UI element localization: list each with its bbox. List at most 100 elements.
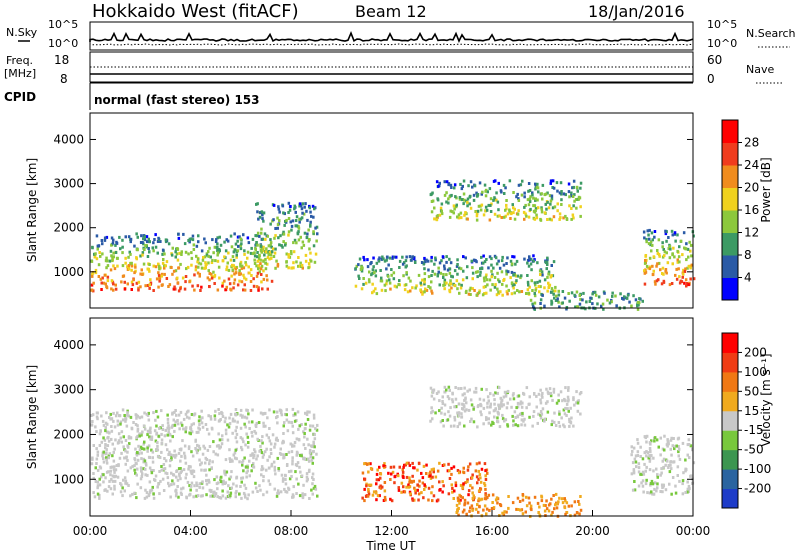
range-cell: [312, 440, 315, 444]
range-cell: [494, 283, 497, 287]
range-cell: [194, 438, 197, 442]
range-cell: [173, 285, 176, 289]
range-cell: [306, 218, 309, 222]
range-cell: [514, 280, 518, 284]
range-cell: [124, 456, 128, 460]
range-cell: [259, 248, 263, 252]
range-cell: [176, 276, 179, 280]
range-cell: [177, 236, 181, 240]
range-cell: [528, 285, 531, 289]
range-cell: [279, 234, 282, 238]
range-cell: [307, 228, 310, 232]
range-cell: [684, 247, 688, 251]
range-cell: [434, 256, 437, 260]
range-cell: [544, 202, 547, 206]
range-cell: [208, 285, 211, 289]
range-cell: [538, 290, 541, 294]
range-cell: [253, 258, 256, 262]
range-cell: [281, 245, 284, 249]
range-cell: [308, 206, 311, 210]
range-cell: [661, 459, 664, 463]
range-cell: [275, 436, 278, 440]
range-cell: [507, 495, 510, 498]
range-cell: [579, 205, 582, 209]
range-cell: [157, 236, 160, 240]
range-cell: [301, 266, 304, 270]
range-cell: [576, 189, 579, 193]
range-cell: [249, 268, 253, 272]
range-cell: [298, 424, 302, 428]
range-cell: [500, 404, 504, 408]
range-cell: [372, 490, 376, 494]
range-cell: [223, 240, 226, 244]
range-cell: [188, 484, 191, 488]
range-cell: [197, 265, 200, 269]
range-cell: [170, 471, 173, 475]
range-cell: [463, 198, 466, 202]
range-cell: [405, 485, 408, 489]
range-cell: [601, 302, 605, 306]
range-cell: [554, 289, 557, 293]
range-cell: [456, 263, 459, 266]
range-cell: [469, 206, 473, 210]
range-cell: [392, 465, 396, 469]
range-cell: [223, 471, 226, 475]
range-cell: [440, 411, 443, 415]
range-cell: [488, 218, 492, 222]
range-cell: [214, 259, 217, 263]
range-cell: [579, 508, 583, 512]
range-cell: [223, 469, 226, 473]
range-cell: [634, 454, 638, 458]
range-cell: [176, 281, 180, 285]
range-cell: [558, 217, 561, 221]
range-cell: [636, 307, 640, 311]
ytick-label: 4000: [53, 338, 84, 352]
range-cell: [126, 411, 129, 415]
range-cell: [455, 279, 459, 283]
range-cell: [657, 278, 660, 282]
range-cell: [180, 447, 183, 451]
range-cell: [527, 189, 530, 193]
range-cell: [558, 410, 561, 414]
range-cell: [168, 283, 172, 287]
range-cell: [496, 200, 500, 204]
range-cell: [144, 467, 147, 471]
range-cell: [259, 262, 262, 266]
range-cell: [678, 457, 682, 461]
range-cell: [543, 304, 546, 308]
range-cell: [170, 456, 173, 460]
range-cell: [190, 256, 194, 260]
range-cell: [433, 206, 436, 210]
range-cell: [517, 394, 521, 398]
range-cell: [308, 410, 311, 414]
range-cell: [250, 430, 253, 434]
range-cell: [471, 266, 474, 270]
range-cell: [98, 432, 102, 436]
range-cell: [167, 484, 171, 488]
range-cell: [462, 269, 465, 273]
range-cell: [185, 495, 188, 499]
range-cell: [515, 279, 518, 283]
range-cell: [466, 204, 469, 208]
range-cell: [233, 456, 237, 460]
range-cell: [443, 287, 446, 291]
range-cell: [103, 488, 106, 492]
range-cell: [650, 249, 653, 253]
range-cell: [685, 242, 688, 246]
range-cell: [660, 483, 664, 487]
range-cell: [369, 467, 373, 470]
range-cell: [529, 262, 533, 266]
range-cell: [158, 492, 161, 496]
range-cell: [260, 244, 263, 248]
range-cell: [462, 404, 466, 408]
range-cell: [228, 477, 231, 481]
range-cell: [579, 186, 582, 190]
range-cell: [659, 490, 662, 493]
range-cell: [134, 263, 137, 267]
range-cell: [482, 276, 486, 280]
range-cell: [293, 207, 296, 211]
range-cell: [105, 266, 108, 270]
range-cell: [298, 202, 302, 206]
range-cell: [469, 506, 472, 510]
range-cell: [553, 507, 556, 511]
